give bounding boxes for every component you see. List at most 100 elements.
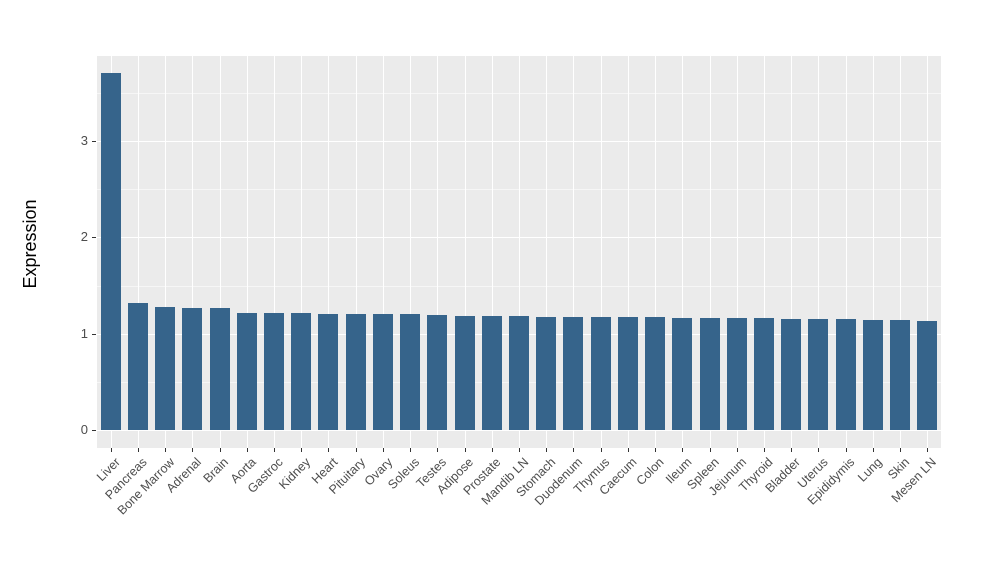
x-tick-mark — [437, 448, 439, 452]
x-tick-mark — [382, 448, 384, 452]
bar — [536, 317, 557, 430]
y-tick-mark — [92, 237, 96, 239]
category-gridline — [573, 56, 575, 448]
category-gridline — [246, 56, 248, 448]
category-gridline — [709, 56, 711, 448]
bar — [182, 307, 203, 430]
category-gridline — [600, 56, 602, 448]
plot-panel — [97, 56, 941, 448]
bar — [781, 319, 802, 430]
x-tick-mark — [573, 448, 575, 452]
category-gridline — [872, 56, 874, 448]
bar — [754, 318, 775, 430]
x-tick-mark — [764, 448, 766, 452]
x-tick-mark — [682, 448, 684, 452]
category-gridline — [927, 56, 929, 448]
x-tick-mark — [491, 448, 493, 452]
x-tick-mark — [137, 448, 139, 452]
y-tick-label: 0 — [80, 422, 88, 437]
category-gridline — [410, 56, 412, 448]
bar — [454, 316, 475, 430]
category-gridline — [165, 56, 167, 448]
x-tick-mark — [273, 448, 275, 452]
bar — [835, 319, 856, 430]
y-tick-mark — [92, 141, 96, 143]
x-tick-mark — [464, 448, 466, 452]
x-tick-mark — [219, 448, 221, 452]
x-tick-label: Brain — [200, 455, 232, 486]
bar — [127, 302, 148, 430]
x-tick-mark — [845, 448, 847, 452]
bar — [345, 314, 366, 430]
bar — [209, 307, 230, 430]
category-gridline — [682, 56, 684, 448]
bar — [155, 306, 176, 430]
bar — [917, 321, 938, 430]
category-gridline — [464, 56, 466, 448]
category-gridline — [655, 56, 657, 448]
y-tick-mark — [92, 333, 96, 335]
x-tick-mark — [301, 448, 303, 452]
bar — [318, 314, 339, 430]
x-tick-mark — [600, 448, 602, 452]
x-tick-mark — [192, 448, 194, 452]
bar — [400, 314, 421, 430]
category-gridline — [328, 56, 330, 448]
y-axis-title: Expression — [20, 199, 40, 289]
bar — [291, 313, 312, 430]
bar — [645, 317, 666, 430]
x-tick-mark — [791, 448, 793, 452]
x-tick-label: Colon — [634, 455, 668, 489]
x-tick-mark — [627, 448, 629, 452]
x-tick-label: Lung — [855, 455, 885, 485]
x-tick-mark — [110, 448, 112, 452]
bar — [890, 320, 911, 430]
x-tick-mark — [355, 448, 357, 452]
category-gridline — [764, 56, 766, 448]
bar — [372, 314, 393, 430]
bar — [236, 312, 257, 430]
x-tick-mark — [709, 448, 711, 452]
bar — [563, 317, 584, 430]
category-gridline — [137, 56, 139, 448]
category-gridline — [301, 56, 303, 448]
category-gridline — [219, 56, 221, 448]
y-tick-label: 3 — [80, 133, 88, 149]
bar — [590, 317, 611, 430]
y-tick-label: 1 — [80, 325, 88, 341]
bar — [263, 313, 284, 430]
x-tick-mark — [872, 448, 874, 452]
y-tick-mark — [92, 430, 96, 431]
category-gridline — [273, 56, 275, 448]
x-tick-mark — [546, 448, 548, 452]
x-tick-mark — [328, 448, 330, 452]
x-tick-mark — [927, 448, 929, 452]
x-tick-mark — [736, 448, 738, 452]
category-gridline — [546, 56, 548, 448]
category-gridline — [627, 56, 629, 448]
category-gridline — [355, 56, 357, 448]
x-tick-mark — [818, 448, 820, 452]
bar — [427, 315, 448, 430]
category-gridline — [519, 56, 520, 448]
x-tick-mark — [410, 448, 412, 452]
x-tick-mark — [655, 448, 657, 452]
bar — [617, 317, 638, 430]
bar — [672, 318, 693, 430]
category-gridline — [791, 56, 793, 448]
bar — [726, 318, 747, 430]
x-tick-mark — [165, 448, 167, 452]
category-gridline — [437, 56, 439, 448]
bar — [509, 316, 529, 430]
bar — [100, 72, 121, 430]
category-gridline — [736, 56, 738, 448]
x-tick-mark — [900, 448, 902, 452]
bar — [808, 319, 829, 430]
category-gridline — [818, 56, 820, 448]
category-gridline — [192, 56, 194, 448]
category-gridline — [845, 56, 847, 448]
x-tick-mark — [519, 448, 520, 452]
y-tick-label: 2 — [80, 229, 88, 245]
category-gridline — [900, 56, 902, 448]
bar — [481, 316, 502, 430]
